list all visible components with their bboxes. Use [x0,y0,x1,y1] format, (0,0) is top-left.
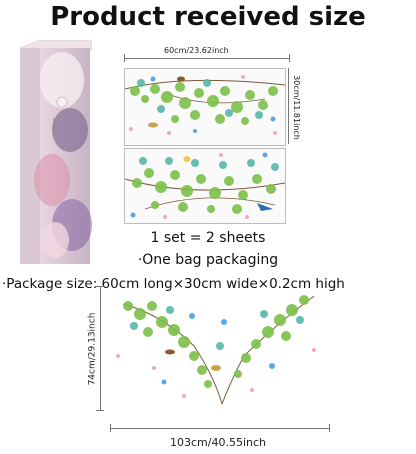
decal-sheet-2-art [125,152,285,219]
sheet-width-label: 60cm/23.62inch [164,46,229,55]
decal-sheet-1 [124,68,286,146]
decal-height-tick-top [96,286,104,287]
package-tube-image [20,40,92,264]
decal-sheet-2 [124,148,286,224]
sheet-width-line [124,58,290,59]
decal-height-tick-bottom [96,410,104,411]
sheet-height-label: 30cm/11.81inch [291,75,301,140]
decal-height-line [100,286,101,410]
decal-preview-image [116,295,316,405]
sheet-height-line [288,68,289,144]
decal-width-line [110,428,330,429]
decal-width-label: 103cm/40.55inch [170,436,267,449]
decal-sheet-1-art [125,75,285,135]
decal-width-tick-left [110,424,111,432]
page-title: Product received size [50,2,366,32]
decal-height-label: 74cm/29.13inch [87,312,98,386]
sets-label: 1 set = 2 sheets [150,230,266,246]
sheet-width-tick-right [289,54,290,62]
sheet-width-tick-left [124,54,125,62]
package-size-label: ·Package size: 60cm long×30cm wide×0.2cm… [2,276,345,292]
bag-label: ·One bag packaging [137,252,279,268]
decal-width-tick-right [329,424,330,432]
